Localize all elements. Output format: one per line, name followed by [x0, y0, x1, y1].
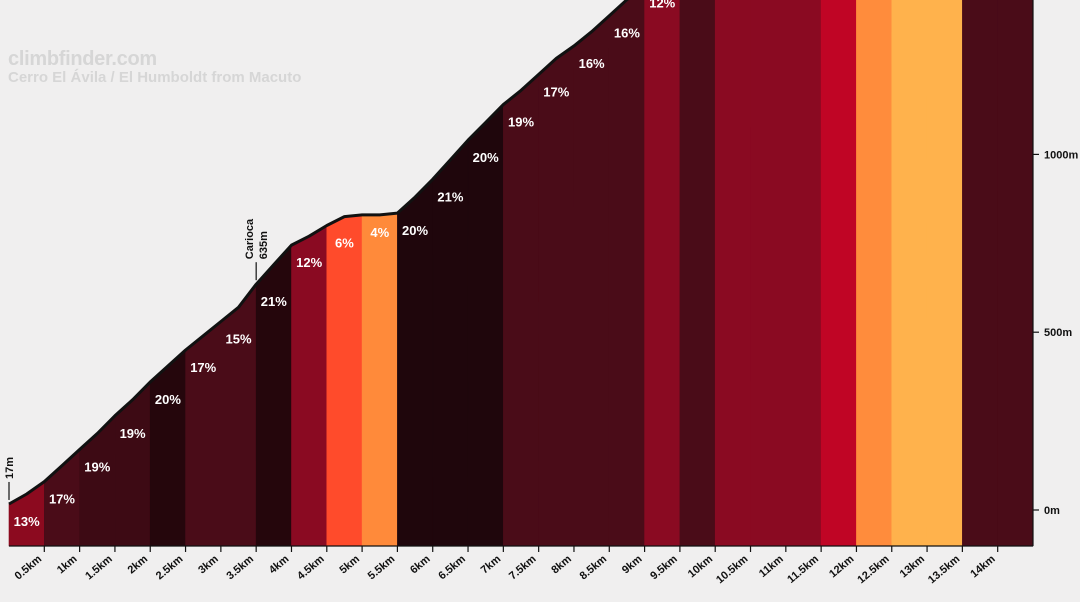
gradient-segment [750, 0, 787, 547]
gradient-label: 20% [473, 150, 499, 165]
annotation-label: Carioca [244, 218, 256, 259]
gradient-labels: 13% 17% 19% 19% 20% 17% 15% 21% 12% 6% 4% 20% 21% 20%… [14, 0, 676, 529]
elevation-profile-line [8, 0, 629, 506]
x-tick-label: 5km [337, 553, 362, 576]
y-tick-label: 1000m [1044, 149, 1078, 161]
gradient-segment [608, 0, 645, 547]
x-tick-label: 12km [827, 553, 856, 580]
gradient-segment [220, 283, 257, 547]
gradient-segment [785, 0, 822, 547]
gradient-segment [573, 15, 610, 547]
y-axis: 0m500m1000m1500m2000m [1032, 0, 1078, 546]
x-tick-label: 2km [126, 553, 151, 576]
gradient-label: 21% [261, 294, 287, 309]
gradient-label: 4% [370, 225, 389, 240]
gradient-segment [467, 103, 504, 547]
gradient-segment [255, 244, 292, 547]
gradient-label: 19% [84, 460, 110, 475]
x-tick-label: 11km [757, 553, 786, 580]
gradient-label: 16% [614, 26, 640, 41]
y-tick-label: 0m [1044, 505, 1060, 517]
x-tick-label: 5.5km [366, 553, 398, 582]
gradient-label: 19% [508, 115, 534, 130]
x-tick-label: 8.5km [578, 553, 610, 582]
gradient-label: 6% [335, 236, 354, 251]
gradient-segment [856, 0, 893, 547]
gradient-segment [820, 0, 857, 547]
gradient-label: 17% [49, 492, 75, 507]
x-tick-label: 11.5km [785, 553, 821, 586]
x-tick-label: 1.5km [83, 553, 115, 582]
x-tick-label: 7km [479, 553, 504, 576]
x-tick-label: 4km [267, 553, 292, 576]
gradient-segment [679, 0, 716, 547]
gradient-label: 15% [226, 332, 252, 347]
gradient-segment [326, 214, 363, 547]
x-tick-label: 13.5km [926, 553, 962, 586]
gradient-label: 21% [437, 189, 463, 204]
gradient-segment [361, 212, 398, 547]
x-tick-label: 2.5km [154, 553, 186, 582]
gradient-label: 16% [579, 56, 605, 71]
gradient-segment [891, 0, 928, 547]
gradient-label: 17% [543, 84, 569, 99]
gradient-label: 13% [14, 514, 40, 529]
gradient-segment [538, 45, 575, 547]
gradient-segments [8, 0, 1034, 547]
brand-logo-text: climbfinder.com [8, 48, 157, 70]
x-tick-label: 10.5km [714, 553, 750, 586]
chart-subtitle: Cerro El Ávila / El Humboldt from Macuto [8, 69, 302, 86]
gradient-label: 12% [649, 0, 675, 10]
x-tick-label: 8km [549, 553, 574, 576]
gradient-segment [714, 0, 751, 547]
gradient-label: 12% [296, 255, 322, 270]
annotation-label: 17m [4, 457, 16, 479]
gradient-segment [114, 381, 151, 547]
y-tick-label: 500m [1044, 327, 1072, 339]
x-tick-label: 6km [408, 553, 433, 576]
x-axis: 0.5km 1km 1.5km 2km 2.5km 3km 3.5km 4km 4.5km 5km… [9, 545, 1033, 586]
gradient-segment [291, 224, 328, 547]
annotations: 17mCarioca635mPicacho de Galipan1893m210… [4, 218, 270, 500]
gradient-segment [997, 0, 1034, 547]
gradient-segment [149, 349, 186, 547]
x-tick-label: 3km [196, 553, 221, 576]
x-tick-label: 3.5km [224, 553, 256, 582]
x-tick-label: 6.5km [436, 553, 468, 582]
x-tick-label: 10km [686, 553, 715, 580]
x-tick-label: 14km [968, 553, 997, 580]
gradient-label: 17% [190, 360, 216, 375]
x-tick-label: 13km [898, 553, 927, 580]
gradient-segment [185, 320, 222, 547]
x-tick-label: 7.5km [507, 553, 539, 582]
x-tick-label: 9.5km [648, 553, 680, 582]
annotation-elevation: 635m [258, 231, 270, 259]
gradient-segment [644, 0, 681, 547]
gradient-label: 19% [120, 426, 146, 441]
x-tick-label: 0.5km [13, 553, 45, 582]
x-tick-label: 4.5km [295, 553, 327, 582]
gradient-segment [962, 0, 998, 547]
x-tick-label: 9km [620, 553, 645, 576]
x-tick-label: 12.5km [855, 553, 891, 586]
gradient-segment [502, 73, 540, 547]
x-tick-label: 1km [55, 553, 80, 576]
gradient-segment [926, 0, 963, 547]
gradient-label: 20% [155, 392, 181, 407]
gradient-label: 20% [402, 223, 428, 238]
